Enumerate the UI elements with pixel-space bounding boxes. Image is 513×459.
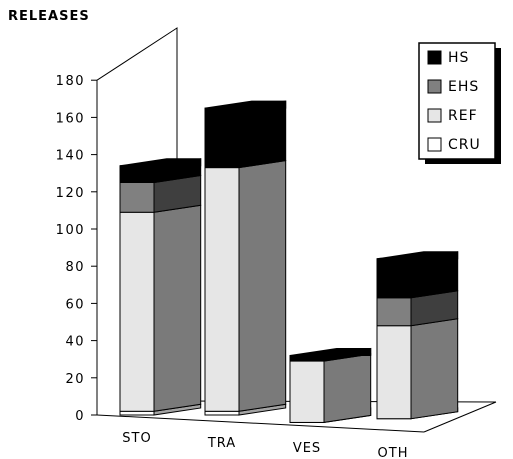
category-label-sto: STO [122, 431, 151, 446]
y-tick-label: 120 [56, 186, 85, 201]
legend-swatch-hs [427, 50, 442, 65]
bar-oth-ref [376, 325, 412, 420]
bar-tra-ref [204, 167, 240, 412]
bar-side-tra-hs [238, 100, 287, 169]
y-tick-label: 40 [65, 335, 85, 350]
bar-side-sto-ref [153, 204, 202, 412]
legend-label-cru: CRU [448, 137, 481, 153]
category-label-tra: TRA [207, 436, 236, 451]
y-tick-label: 20 [65, 372, 85, 387]
bar-ves-ref [289, 360, 325, 423]
bar-top-ves [289, 348, 372, 356]
bar-top-sto [119, 158, 202, 167]
axes: 0 20 40 60 80 100 120 140 160 180 STO TRA VES OTH [56, 27, 497, 459]
y-tick-label: 180 [56, 74, 85, 89]
bar-oth-hs [376, 258, 412, 299]
bars [119, 100, 459, 423]
bar-sto-ref [119, 211, 155, 412]
bar-side-oth-ref [410, 318, 459, 420]
y-tick-label: 160 [56, 111, 85, 126]
legend-swatch-ehs [427, 79, 442, 94]
y-tick-label: 0 [75, 409, 85, 424]
category-label-oth: OTH [378, 446, 409, 459]
legend-swatch-cru [427, 137, 442, 152]
legend-label-ref: REF [448, 108, 478, 124]
legend-swatch-ref [427, 108, 442, 123]
legend-label-ehs: EHS [448, 79, 479, 95]
bar-top-tra [204, 100, 287, 109]
y-tick-label: 140 [56, 149, 85, 164]
legend: HS EHS REF CRU [418, 42, 501, 164]
bar-side-ves-ref [323, 353, 372, 423]
bar-sto-cru [119, 410, 155, 416]
bar-oth-ehs [376, 297, 412, 327]
floor-right-edge [423, 401, 497, 433]
y-tick-label: 60 [65, 297, 85, 312]
bar-sto-ehs [119, 182, 155, 213]
y-tick-label: 100 [56, 223, 85, 238]
legend-label-hs: HS [448, 50, 469, 66]
bar-tra-hs [204, 107, 240, 169]
x-axis-line [96, 414, 425, 433]
y-tick-label: 80 [65, 260, 85, 275]
bar-ves-hs [289, 354, 325, 362]
bar-side-tra-ref [238, 160, 287, 412]
category-label-ves: VES [293, 441, 321, 456]
y-axis-label: RELEASES [8, 9, 90, 24]
bar-top-oth [376, 251, 459, 260]
bar-tra-cru [204, 410, 240, 416]
bar-sto-hs [119, 165, 155, 183]
